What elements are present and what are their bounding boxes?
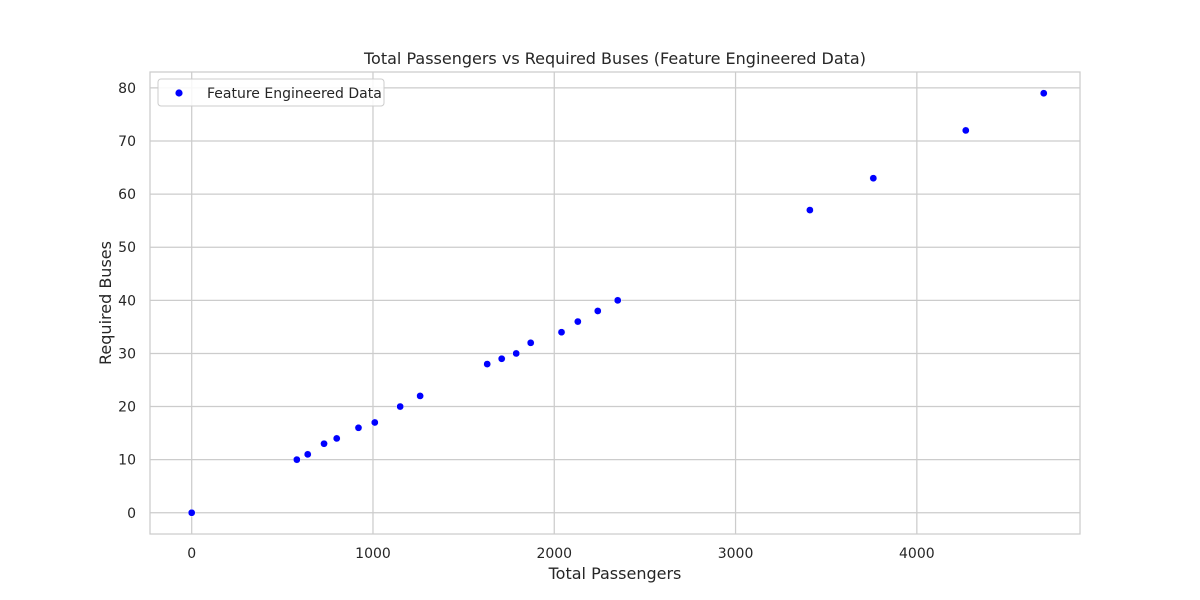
data-point [396, 402, 405, 411]
legend-box [157, 78, 385, 107]
data-point [332, 434, 341, 443]
plot-frame [149, 71, 1081, 535]
y-tick-label: 30 [118, 346, 136, 362]
y-tick-label: 80 [118, 81, 136, 97]
data-point [806, 206, 814, 214]
y-tick-labels: 0 10 20 30 40 50 60 70 80 [118, 81, 136, 522]
x-tick-label: 3000 [718, 546, 754, 562]
y-tick-label: 0 [127, 506, 136, 522]
chart-title: Total Passengers vs Required Buses (Feat… [363, 49, 866, 68]
y-tick-label: 60 [118, 187, 136, 203]
x-tick-label: 0 [187, 546, 196, 562]
data-points [187, 89, 1048, 517]
data-point [961, 126, 970, 135]
data-point [370, 418, 379, 427]
data-point [512, 349, 521, 358]
y-tick-label: 50 [118, 240, 136, 256]
data-point [292, 455, 301, 464]
data-point [303, 450, 312, 459]
data-point [869, 174, 878, 183]
legend-label: Feature Engineered Data [207, 86, 382, 102]
y-tick-label: 20 [118, 400, 136, 416]
data-point [573, 317, 582, 326]
x-tick-label: 1000 [355, 546, 391, 562]
y-axis-title: Required Buses [96, 241, 115, 365]
data-point [320, 439, 328, 448]
data-point [497, 354, 506, 363]
data-point [1039, 89, 1048, 98]
data-point [613, 296, 622, 305]
data-point [483, 360, 492, 368]
data-point [557, 328, 566, 337]
y-tick-label: 40 [118, 293, 136, 309]
x-tick-label: 2000 [536, 546, 572, 562]
data-point [593, 307, 602, 315]
data-point [526, 338, 535, 347]
data-point [416, 392, 424, 400]
legend: Feature Engineered Data [157, 78, 385, 107]
data-point [354, 423, 363, 432]
legend-marker [175, 89, 183, 97]
x-tick-label: 4000 [899, 546, 935, 562]
x-axis-title: Total Passengers [548, 564, 682, 583]
y-tick-label: 70 [118, 134, 136, 150]
data-point [187, 508, 196, 517]
y-tick-label: 10 [118, 453, 136, 469]
x-tick-labels: 0 1000 2000 3000 4000 [187, 546, 934, 562]
